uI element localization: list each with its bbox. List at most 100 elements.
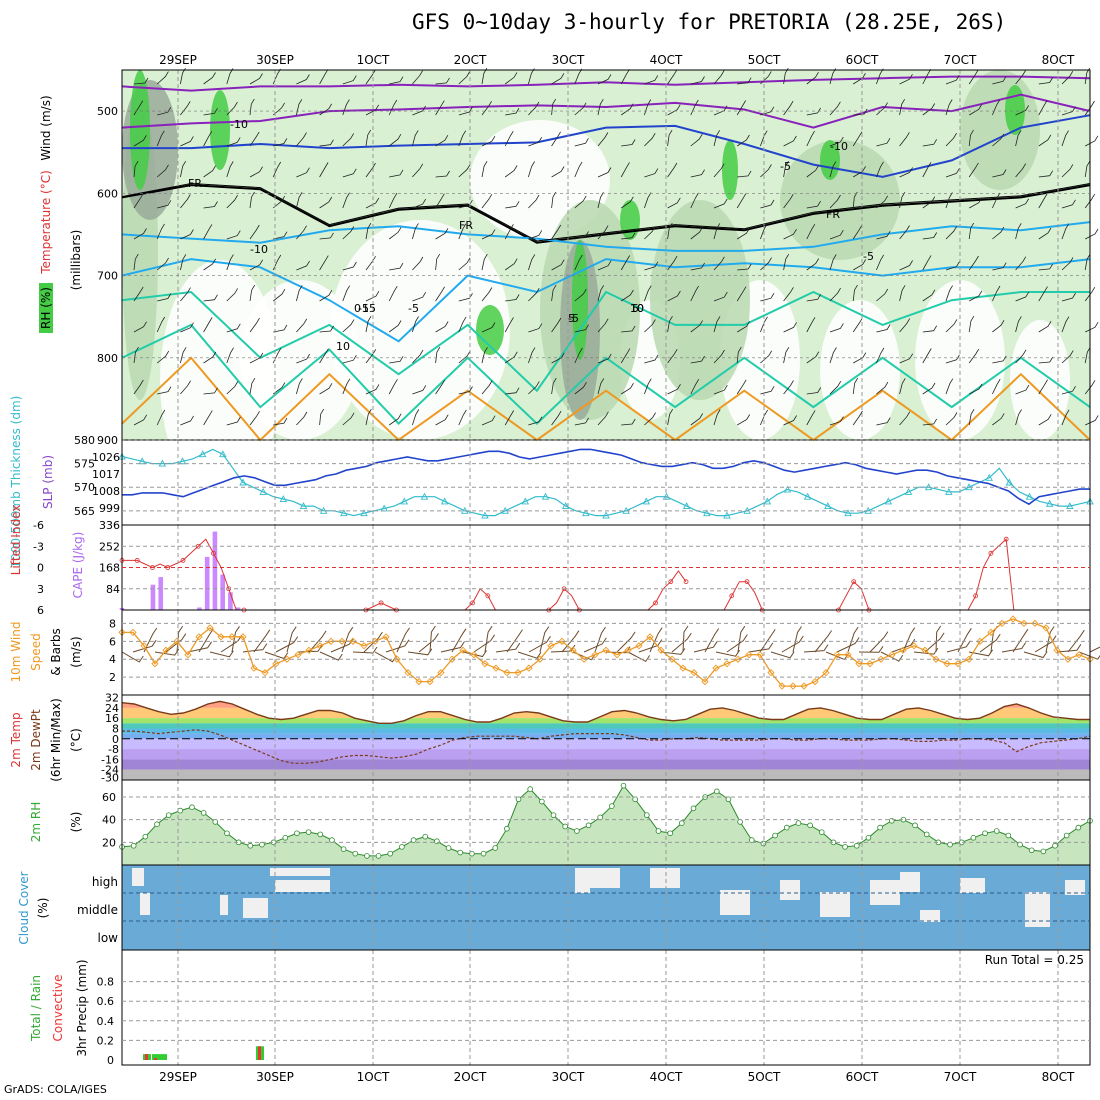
rh-point xyxy=(842,844,848,850)
wind-barb xyxy=(945,285,953,302)
cloud-gap xyxy=(660,868,672,888)
wind-barb xyxy=(644,261,659,271)
rh-contour-fill xyxy=(1010,320,1070,440)
wind-barb xyxy=(342,168,357,178)
wind-speed-point xyxy=(1031,619,1039,628)
wind-speed-point xyxy=(228,633,236,641)
wind-barb xyxy=(690,169,705,178)
thickness-point xyxy=(985,473,993,481)
rh-point xyxy=(212,819,219,825)
rh-point xyxy=(655,828,662,834)
wind-barb xyxy=(133,193,144,209)
y-tick-pressure: 700 xyxy=(97,270,118,283)
y-tick-wind: 2 xyxy=(109,671,116,684)
wind-barb xyxy=(528,161,535,178)
wind-barb xyxy=(968,255,979,271)
wind-barb xyxy=(574,347,583,364)
wind-barb xyxy=(1038,227,1052,240)
wind-barb xyxy=(412,256,424,271)
wind-barb xyxy=(435,193,445,209)
isotherm xyxy=(121,323,1091,426)
y-tick-pressure: 600 xyxy=(97,187,118,200)
wind-barb xyxy=(852,259,867,271)
wind-barb xyxy=(690,378,700,395)
lifted-index-point xyxy=(973,593,979,599)
wind-barb xyxy=(504,410,515,426)
wind-speed-point xyxy=(1053,646,1061,654)
cloud-gap xyxy=(243,898,268,918)
wind-barb xyxy=(969,383,983,395)
wind-barb xyxy=(203,165,216,178)
y-tick-temp: 24 xyxy=(105,702,119,715)
wind-speed-point xyxy=(338,637,346,645)
y-tick-slp: 1017 xyxy=(92,468,120,481)
wind-barb xyxy=(806,351,820,364)
wind-barb xyxy=(783,346,790,364)
x-label-bottom: 1OCT xyxy=(357,1070,390,1084)
wind-barb xyxy=(713,291,728,302)
wind-barb xyxy=(1061,130,1069,147)
wind-barb xyxy=(852,131,863,147)
wind-barb-10m xyxy=(924,632,945,653)
y-tick-temp: 32 xyxy=(105,692,119,705)
wind-barb xyxy=(922,103,936,116)
cloud-gap xyxy=(820,892,850,917)
wind-barb xyxy=(180,287,191,302)
wind-barb xyxy=(620,255,631,271)
wind-barb xyxy=(690,226,703,240)
wind-barb xyxy=(458,257,471,271)
wind-barb xyxy=(412,409,420,426)
wind-barb xyxy=(713,130,721,147)
rh-point xyxy=(585,822,592,829)
x-label-top: 2OCT xyxy=(454,53,487,67)
wind-barb xyxy=(713,163,725,178)
contour-label: 10 xyxy=(630,302,644,315)
wind-barb xyxy=(945,412,958,426)
rh-point xyxy=(1040,848,1047,855)
wind-barb-10m xyxy=(770,651,795,659)
wind-barb xyxy=(992,76,1007,85)
run-total: Run Total = 0.25 xyxy=(985,953,1084,967)
wind-barb xyxy=(968,348,980,364)
wind-barb xyxy=(435,321,449,333)
wind-barb xyxy=(296,132,307,147)
temp-color-band xyxy=(122,759,1090,770)
label-temp: 2m Temp xyxy=(9,712,23,767)
wind-barb xyxy=(412,163,424,178)
wind-barb-10m xyxy=(704,628,720,653)
wind-barb-10m xyxy=(231,626,240,653)
wind-barb xyxy=(551,317,562,333)
isotherm xyxy=(121,93,1091,129)
wind-barb xyxy=(551,284,557,302)
rh-point xyxy=(947,841,953,848)
y-tick-pressure: 800 xyxy=(97,352,118,365)
rh-point xyxy=(1017,841,1023,848)
wind-barb xyxy=(388,99,398,116)
wind-barb xyxy=(1015,223,1022,240)
wind-barb xyxy=(992,319,1005,333)
wind-barb xyxy=(992,133,1005,147)
wind-barb xyxy=(365,315,372,333)
y-tick-wind: 8 xyxy=(109,617,116,630)
x-label-top: 7OCT xyxy=(944,53,977,67)
wind-barb xyxy=(713,70,725,85)
wind-barb xyxy=(203,201,218,209)
y-tick-li: -6 xyxy=(33,519,44,532)
wind-barb xyxy=(713,256,725,271)
wind-barb xyxy=(806,165,819,178)
wind-barb xyxy=(133,379,144,395)
wind-barb xyxy=(922,68,932,85)
wind-barb xyxy=(713,198,728,209)
wind-barb xyxy=(528,101,540,116)
wind-barb xyxy=(133,286,144,302)
y-tick-wind: 4 xyxy=(109,653,116,666)
wind-barb xyxy=(806,294,822,302)
label-slp: SLP (mb) xyxy=(41,455,55,509)
label-lifted-index: Lifted Index xyxy=(9,505,23,576)
wind-barb xyxy=(1061,70,1074,85)
wind-speed-point xyxy=(668,655,676,663)
rh-contour-fill xyxy=(210,90,230,170)
label-minmax: (6hr Min/Max) xyxy=(49,698,63,782)
wind-barb xyxy=(1038,170,1054,178)
rh-point xyxy=(154,821,160,827)
